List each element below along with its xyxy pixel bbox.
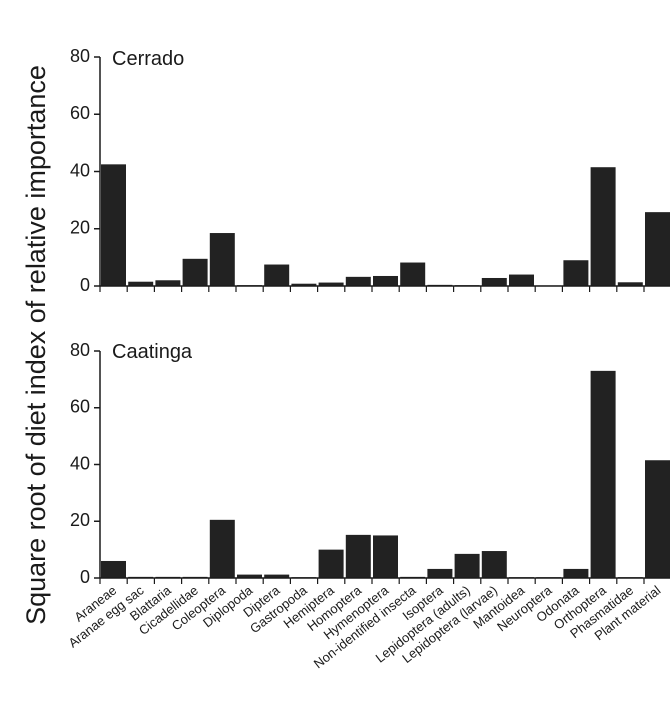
bar-cerrado-2 [128, 281, 154, 286]
y-tick-label-cerrado-20: 20 [70, 218, 90, 238]
y-tick-label-caatinga-20: 20 [70, 510, 90, 530]
bar-cerrado-7 [264, 264, 290, 286]
axes-cerrado: 0 20 40 60 80 [70, 46, 670, 295]
y-tick-label-caatinga-60: 60 [70, 397, 90, 417]
y-tick-label-caatinga-40: 40 [70, 453, 90, 473]
bar-caatinga-18 [563, 568, 589, 578]
bar-caatinga-19 [590, 370, 616, 578]
bar-cerrado-11 [373, 275, 398, 286]
bar-cerrado-20 [617, 282, 643, 286]
bar-caatinga-5 [209, 519, 235, 578]
bar-cerrado-10 [345, 276, 371, 286]
y-tick-label-cerrado-60: 60 [70, 103, 90, 123]
bar-cerrado-19 [590, 167, 616, 286]
panel-title-caatinga: Caatinga [112, 341, 193, 363]
bar-cerrado-1 [101, 164, 126, 286]
axes-caatinga: 0 20 40 60 80 [70, 340, 670, 587]
bar-cerrado-15 [481, 277, 507, 286]
bar-cerrado-4 [182, 258, 208, 286]
panel-title-cerrado: Cerrado [112, 48, 184, 70]
bar-caatinga-9 [318, 549, 344, 579]
panel-cerrado: Cerrado 0 20 40 60 80 [70, 46, 670, 295]
bar-caatinga-15 [481, 551, 507, 578]
bar-caatinga-13 [427, 568, 453, 578]
bars-caatinga [101, 370, 670, 579]
bar-caatinga-14 [454, 553, 480, 578]
bar-cerrado-8 [291, 283, 317, 286]
y-axis-label: Square root of diet index of relative im… [21, 65, 51, 625]
y-tick-label-cerrado-0: 0 [80, 275, 90, 295]
bar-cerrado-16 [509, 274, 534, 286]
y-tick-label-cerrado-80: 80 [70, 46, 90, 66]
bar-caatinga-7 [264, 574, 290, 578]
bar-caatinga-1 [101, 560, 126, 578]
bar-caatinga-10 [345, 534, 371, 578]
panel-caatinga: Caatinga 0 20 40 60 80 [70, 340, 670, 587]
y-tick-label-cerrado-40: 40 [70, 160, 90, 180]
bar-cerrado-9 [318, 282, 344, 286]
bar-caatinga-6 [237, 574, 262, 578]
bar-cerrado-18 [563, 260, 589, 286]
bars-cerrado [101, 164, 670, 287]
bar-cerrado-21 [645, 212, 670, 286]
y-tick-label-caatinga-0: 0 [80, 567, 90, 587]
bar-cerrado-5 [209, 233, 235, 286]
bar-cerrado-3 [155, 280, 181, 286]
bar-caatinga-21 [645, 460, 670, 578]
y-tick-label-caatinga-80: 80 [70, 340, 90, 360]
bar-caatinga-11 [373, 535, 398, 578]
bar-cerrado-12 [400, 262, 426, 286]
